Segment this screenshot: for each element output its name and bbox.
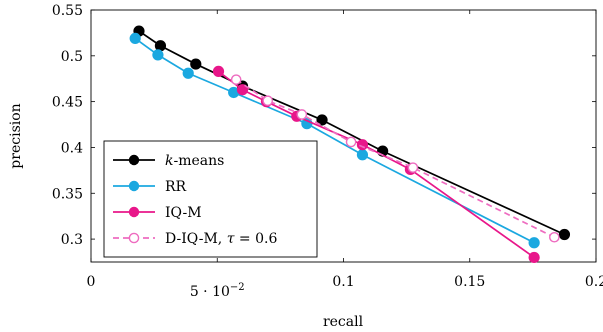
series-line — [235, 78, 555, 239]
x-tick-label: 0.2 — [585, 274, 603, 290]
legend-marker — [128, 180, 140, 192]
data-point — [549, 231, 560, 243]
legend-marker — [128, 232, 140, 244]
data-point — [528, 251, 540, 264]
legend-label: IQ-M — [165, 205, 202, 221]
data-point — [154, 40, 167, 52]
series-layer — [129, 25, 571, 264]
data-point — [190, 58, 202, 70]
data-point — [212, 65, 225, 77]
legend-entry: RR — [113, 179, 187, 195]
y-tick-label: 0.35 — [52, 186, 83, 202]
series-d-iq-m-0-6 — [230, 74, 560, 243]
y-tick-label: 0.3 — [61, 232, 83, 248]
x-tick-label: 0.15 — [454, 274, 485, 290]
y-tick-label: 0.4 — [61, 140, 83, 156]
legend-marker — [128, 206, 140, 218]
series-rr — [129, 32, 540, 249]
data-point — [528, 237, 540, 249]
data-point — [129, 32, 141, 45]
data-point — [316, 114, 328, 126]
x-tick-label: 0.1 — [332, 274, 354, 290]
data-point — [345, 136, 357, 148]
data-point — [356, 139, 369, 151]
legend-marker — [128, 154, 140, 166]
data-point — [152, 49, 164, 61]
y-tick-label: 0.55 — [52, 3, 83, 19]
legend-label: k-means — [165, 153, 224, 169]
legend-entry: IQ-M — [113, 205, 202, 221]
x-tick-label: 5 · 10−2 — [190, 282, 245, 300]
y-tick-label: 0.5 — [61, 49, 83, 65]
legend-items: k-means RR IQ-M D-IQ-M, τ = 0.6 — [113, 153, 277, 247]
y-tick-label: 0.45 — [52, 95, 83, 111]
legend-label: D-IQ-M, τ = 0.6 — [165, 231, 277, 247]
legend-entry: D-IQ-M, τ = 0.6 — [113, 231, 277, 247]
legend-entry: k-means — [113, 153, 224, 169]
legend-label: RR — [165, 179, 187, 195]
data-point — [182, 67, 194, 79]
y-axis-label: precision — [8, 103, 24, 168]
legend: k-means RR IQ-M D-IQ-M, τ = 0.6 — [103, 140, 318, 258]
x-tick-label: 0 — [87, 274, 96, 290]
ticks: 0 5 · 10−2 0.1 0.15 0.2 0.3 0.35 0.4 0.45 0.5 0.55 — [52, 3, 603, 300]
x-axis-label: recall — [323, 314, 364, 330]
data-point — [356, 149, 369, 161]
data-point — [262, 95, 274, 107]
data-point — [296, 109, 308, 120]
data-point — [230, 74, 242, 85]
data-point — [407, 162, 419, 173]
data-point — [236, 84, 249, 96]
data-point — [558, 228, 571, 241]
